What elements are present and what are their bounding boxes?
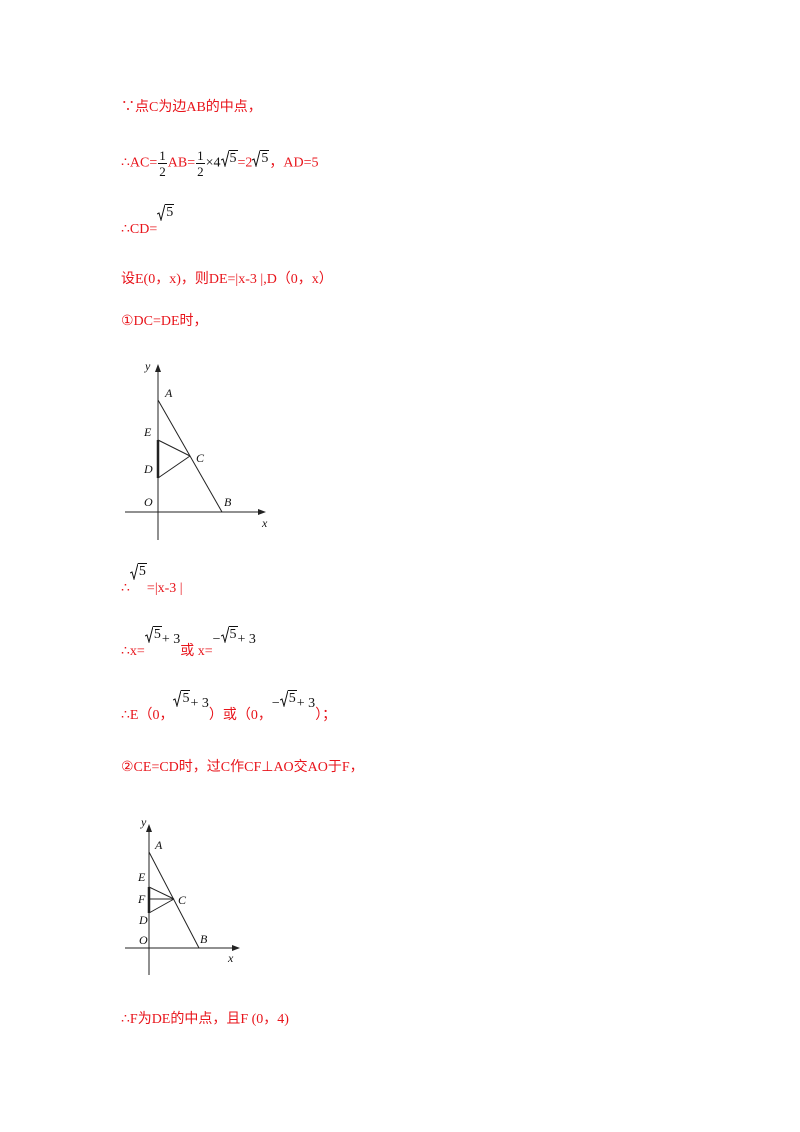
radicand: 5 [260, 149, 270, 166]
text: ，AD=5 [269, 155, 319, 171]
text: =|x-3 | [146, 581, 183, 596]
figure-2: y A E F C D O B x [125, 815, 240, 975]
square-root: 5 [252, 149, 270, 167]
math: + 3 [161, 632, 181, 647]
label: E [143, 425, 152, 439]
label: D [138, 913, 148, 927]
numerator: 1 [158, 148, 167, 164]
text: ∴E（0， [121, 708, 174, 723]
math: − [271, 696, 280, 711]
square-root: 5 [279, 690, 297, 707]
radical-sign [173, 690, 182, 707]
label: x [227, 951, 234, 965]
text-line: ∴F为DE的中点，且F (0，4) [121, 1010, 289, 1030]
arrow [146, 824, 152, 832]
segment-ab [148, 851, 200, 949]
label: A [154, 838, 163, 852]
radical-sign [157, 204, 166, 221]
text-line: ∴CD= 5 [121, 204, 175, 240]
square-root: 5 [129, 563, 147, 580]
radical-sign [252, 150, 261, 167]
square-root: 5 [173, 690, 191, 707]
radical-sign [220, 626, 229, 643]
label: B [200, 932, 208, 946]
label: O [144, 495, 153, 509]
text: ∴AC= [121, 155, 158, 171]
text: ①DC=DE时， [121, 314, 208, 329]
math: + 3 [237, 632, 256, 647]
radicand: 5 [181, 690, 191, 706]
label: F [137, 892, 146, 906]
text: =2 [237, 155, 253, 171]
label: A [164, 386, 173, 400]
radical-sign [279, 690, 288, 707]
math: + 3 [190, 696, 209, 711]
text: 设E(0，x)，则DE=|x-3 |,D（0，x） [121, 272, 333, 287]
radical-sign [129, 563, 138, 580]
text: ∴CD= [121, 222, 158, 237]
segment-ec [148, 886, 175, 900]
radicand: 5 [165, 204, 175, 220]
radicand: 5 [228, 149, 238, 166]
text: ）或（0， [208, 708, 272, 723]
arrow [258, 509, 266, 515]
text: ）； [315, 708, 337, 723]
denominator: 2 [159, 164, 166, 179]
label: O [139, 933, 148, 947]
denominator: 2 [197, 164, 204, 179]
text-line: ∴E（0， 5 + 3）或（0，− 5 + 3）； [121, 690, 337, 726]
square-root: 5 [144, 626, 162, 643]
label: y [140, 815, 147, 829]
text: ∵点C为边AB的中点， [121, 100, 262, 115]
text: 或 x= [180, 644, 213, 659]
radical-sign [144, 626, 153, 643]
figure-1: y A E C D O B x [125, 359, 268, 540]
label: y [144, 359, 151, 373]
segment-dc [148, 898, 175, 914]
label: D [143, 462, 153, 476]
text-line: ②CE=CD时，过C作CF⊥AO交AO于F， [121, 758, 364, 778]
math: + 3 [296, 696, 316, 711]
segment-ec [157, 439, 191, 457]
text: ∴F为DE的中点，且F (0，4) [121, 1012, 289, 1027]
radicand: 5 [137, 563, 147, 579]
numerator: 1 [196, 148, 205, 164]
text: AB= [167, 155, 196, 171]
text-line: ∴AC= 1 2 AB= 1 2 ×4 5 =2 5 ，AD=5 [121, 148, 319, 179]
text-line: ∵点C为边AB的中点， [121, 98, 262, 118]
text-line: ∴x= 5 + 3或 x=− 5 + 3 [121, 626, 256, 662]
radicand: 5 [228, 626, 238, 642]
label: B [224, 495, 232, 509]
arrow [232, 945, 240, 951]
text: ∴x= [121, 644, 145, 659]
text: ∴ [121, 581, 130, 596]
radicand: 5 [152, 626, 162, 642]
text: ②CE=CD时，过C作CF⊥AO交AO于F， [121, 760, 364, 775]
segment-dc [157, 455, 191, 479]
square-root: 5 [157, 204, 175, 221]
math: ×4 [205, 155, 221, 171]
square-root: 5 [220, 149, 238, 167]
math: − [212, 632, 221, 647]
label: C [178, 893, 187, 907]
label: E [137, 870, 146, 884]
radicand: 5 [287, 690, 297, 706]
label: C [196, 451, 205, 465]
text-line: 设E(0，x)，则DE=|x-3 |,D（0，x） [121, 270, 333, 290]
text-line: ∴ 5 =|x-3 | [121, 563, 183, 599]
radical-sign [220, 150, 229, 167]
text-line: ①DC=DE时， [121, 312, 208, 332]
arrow [155, 364, 161, 372]
square-root: 5 [220, 626, 238, 643]
label: x [261, 516, 268, 530]
